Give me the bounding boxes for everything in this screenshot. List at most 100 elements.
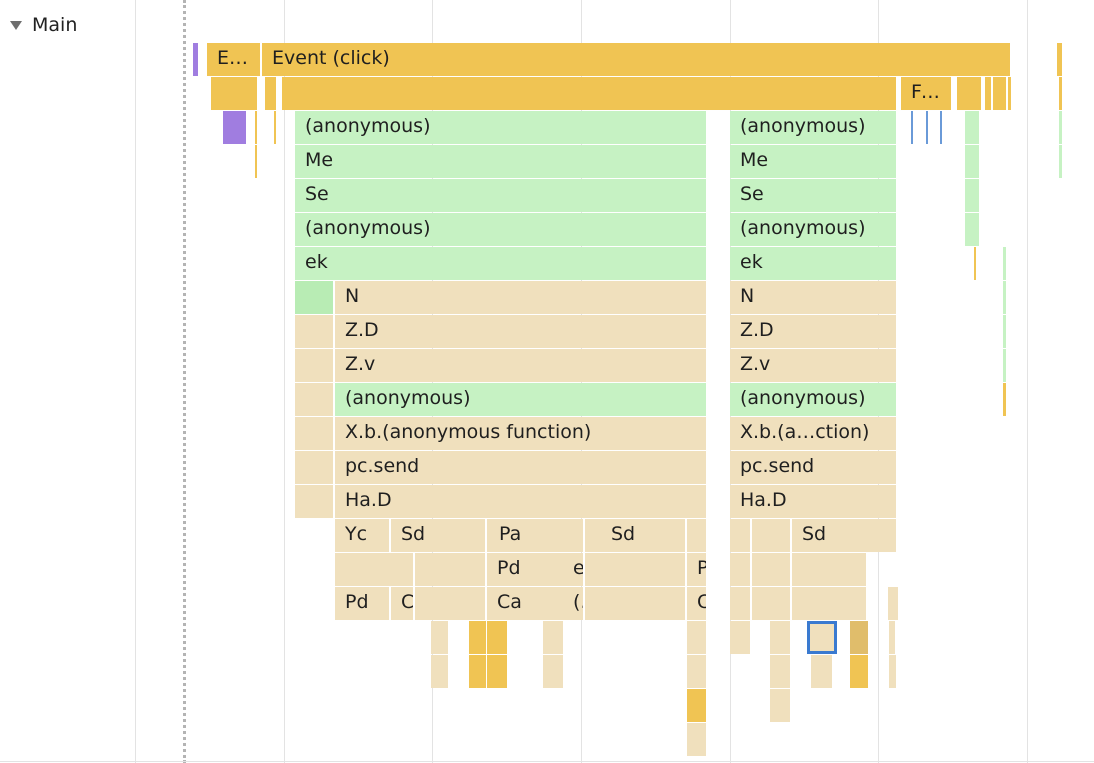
flame-bar[interactable]: [585, 519, 601, 552]
flame-bar[interactable]: [335, 553, 413, 586]
flame-bar-[interactable]: (…): [563, 587, 583, 620]
flame-bar-n[interactable]: N: [335, 281, 706, 314]
flame-bar-anonymous[interactable]: (anonymous): [730, 111, 896, 144]
flame-bar[interactable]: [752, 553, 770, 586]
flame-bar-ha-d[interactable]: Ha.D: [730, 485, 896, 518]
flame-bar[interactable]: [1059, 77, 1062, 110]
flame-bar-anonymous[interactable]: (anonymous): [730, 213, 896, 246]
flame-bar[interactable]: [911, 111, 913, 144]
flame-bar[interactable]: [1003, 383, 1006, 416]
flame-bar-e[interactable]: E…: [207, 43, 260, 76]
flame-bar-ek[interactable]: ek: [295, 247, 706, 280]
flame-bar-ek[interactable]: ek: [730, 247, 896, 280]
flame-bar-z-d[interactable]: Z.D: [730, 315, 896, 348]
flame-bar[interactable]: [1059, 145, 1062, 178]
flame-bar[interactable]: [1003, 349, 1006, 382]
flame-bar[interactable]: [993, 77, 1006, 110]
flame-bar-me[interactable]: Me: [730, 145, 896, 178]
flame-bar[interactable]: [469, 655, 486, 688]
flame-bar[interactable]: [770, 621, 790, 654]
flame-bar[interactable]: [940, 111, 942, 144]
flame-bar[interactable]: [543, 655, 563, 688]
flame-bar-z-d[interactable]: Z.D: [335, 315, 706, 348]
flame-bar[interactable]: [487, 621, 507, 654]
flame-bar[interactable]: [889, 621, 895, 654]
flame-bar[interactable]: [431, 655, 448, 688]
flame-bar[interactable]: [770, 587, 790, 620]
flame-bar[interactable]: [295, 485, 333, 518]
flame-bar[interactable]: [415, 553, 485, 586]
flame-bar-x-b-a-ction[interactable]: X.b.(a…ction): [730, 417, 896, 450]
flame-bar[interactable]: [415, 587, 485, 620]
flame-bar[interactable]: [985, 77, 991, 110]
flame-bar[interactable]: [295, 281, 333, 314]
flame-bar[interactable]: [770, 689, 790, 722]
flame-bar[interactable]: [601, 553, 685, 586]
flame-bar[interactable]: [770, 519, 790, 552]
flame-bar-pa[interactable]: Pa: [489, 519, 563, 552]
selected-flame-bar[interactable]: [807, 621, 837, 654]
flame-bar[interactable]: [282, 77, 896, 110]
flame-bar[interactable]: [1003, 315, 1006, 348]
flame-bar[interactable]: [1059, 111, 1062, 144]
flame-bar[interactable]: [274, 111, 276, 144]
flame-bar-ca[interactable]: Ca: [687, 587, 706, 620]
flame-bar[interactable]: [295, 349, 333, 382]
flame-bar[interactable]: [687, 621, 706, 654]
flame-bar[interactable]: [1003, 281, 1006, 314]
flame-bar[interactable]: [752, 519, 770, 552]
flame-bar-function-call-script-foot-closure-js-53[interactable]: Function Call (script_foot_closure.js:53…: [901, 77, 951, 110]
flame-bar-ha-d[interactable]: Ha.D: [335, 485, 706, 518]
flame-bar[interactable]: [487, 519, 489, 552]
flame-bar-pc-send[interactable]: pc.send: [730, 451, 896, 484]
flame-bar-sd[interactable]: Sd: [601, 519, 685, 552]
flame-bar[interactable]: [687, 655, 706, 688]
flame-bar-anonymous[interactable]: (anonymous): [295, 111, 706, 144]
flame-bar-event-click[interactable]: Event (click): [262, 43, 1010, 76]
flame-bar-se[interactable]: Se: [730, 179, 896, 212]
flame-bar[interactable]: [1008, 77, 1011, 110]
flame-bar-sd[interactable]: Sd: [391, 519, 485, 552]
flame-bar[interactable]: [223, 111, 246, 144]
flame-bar[interactable]: [687, 519, 706, 552]
main-track-header[interactable]: Main: [10, 13, 77, 37]
flame-bar[interactable]: [601, 587, 685, 620]
flame-bar-z-v[interactable]: Z.v: [730, 349, 896, 382]
flame-bar[interactable]: [965, 111, 979, 144]
flame-bar-pd[interactable]: Pd: [487, 553, 563, 586]
flame-bar[interactable]: [255, 145, 257, 178]
flame-bar[interactable]: [974, 247, 976, 280]
flame-bar[interactable]: [563, 519, 583, 552]
flame-bar[interactable]: [585, 553, 601, 586]
flame-bar-me[interactable]: Me: [295, 145, 706, 178]
flame-bar[interactable]: [965, 213, 979, 246]
flame-bar[interactable]: [431, 621, 448, 654]
flame-bar[interactable]: [1057, 43, 1062, 76]
flame-bar[interactable]: [957, 77, 981, 110]
flame-bar-pc-send[interactable]: pc.send: [335, 451, 706, 484]
flame-bar[interactable]: [687, 723, 706, 756]
flame-bar[interactable]: [850, 621, 868, 654]
flame-bar-x-b-anonymous-function[interactable]: X.b.(anonymous function): [335, 417, 706, 450]
flame-bar-ca[interactable]: Ca: [888, 587, 898, 620]
flame-bar-sd[interactable]: Sd: [792, 519, 896, 552]
flame-bar-pd[interactable]: Pd: [687, 553, 706, 586]
flame-bar[interactable]: [770, 655, 790, 688]
flame-bar[interactable]: [926, 111, 928, 144]
flame-bar[interactable]: [965, 179, 979, 212]
flame-bar[interactable]: [792, 587, 866, 620]
flame-bar[interactable]: [295, 315, 333, 348]
flame-bar[interactable]: [730, 621, 750, 654]
flame-bar-anonymous[interactable]: (anonymous): [335, 383, 706, 416]
flame-bar-ca[interactable]: Ca: [391, 587, 413, 620]
flame-bar[interactable]: [752, 587, 770, 620]
flame-bar[interactable]: [487, 655, 507, 688]
flame-bar[interactable]: [687, 689, 706, 722]
flame-bar[interactable]: [792, 553, 866, 586]
flame-bar-anonymous[interactable]: (anonymous): [295, 213, 706, 246]
flame-bar[interactable]: [211, 77, 257, 110]
flame-bar[interactable]: [965, 145, 979, 178]
flame-bar-n[interactable]: N: [730, 281, 896, 314]
collapse-triangle-icon[interactable]: [10, 20, 22, 30]
flame-bar-pd[interactable]: Pd: [335, 587, 389, 620]
